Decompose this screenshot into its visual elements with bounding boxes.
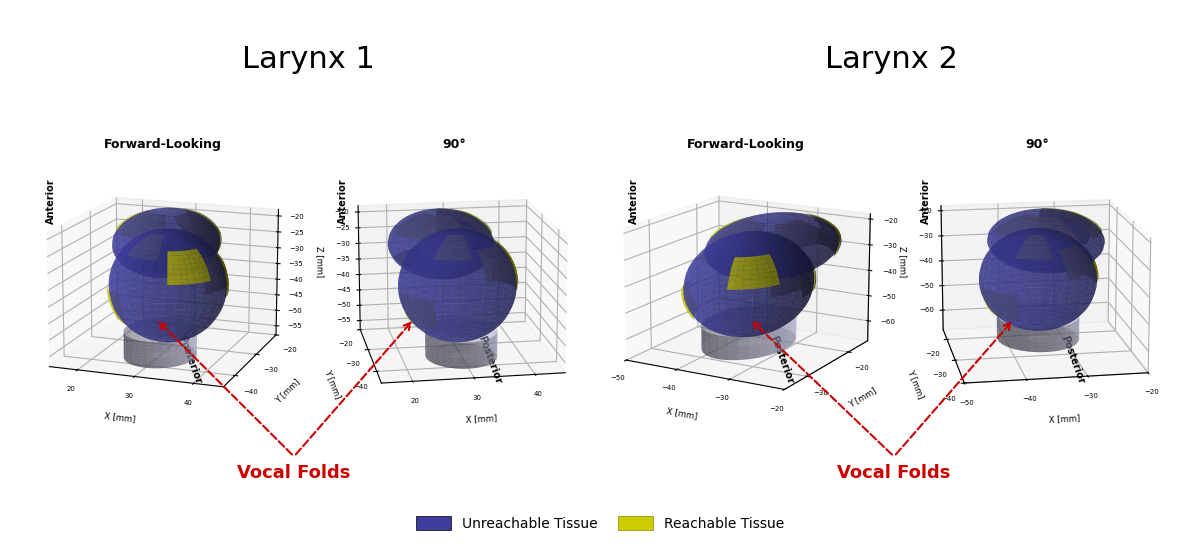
Title: 90°: 90° — [1025, 138, 1049, 151]
Legend: Unreachable Tissue, Reachable Tissue: Unreachable Tissue, Reachable Tissue — [409, 509, 791, 537]
Title: Forward-Looking: Forward-Looking — [686, 138, 805, 151]
Y-axis label: Y [mm]: Y [mm] — [847, 386, 877, 409]
Text: Anterior: Anterior — [47, 178, 56, 224]
Text: Vocal Folds: Vocal Folds — [838, 464, 950, 482]
Text: Larynx 2: Larynx 2 — [826, 45, 958, 74]
Y-axis label: Y [mm]: Y [mm] — [274, 377, 301, 405]
Text: Larynx 1: Larynx 1 — [242, 45, 374, 74]
Text: Vocal Folds: Vocal Folds — [238, 464, 350, 482]
Title: 90°: 90° — [443, 138, 466, 151]
Text: Anterior: Anterior — [920, 178, 931, 224]
X-axis label: X [mm]: X [mm] — [666, 406, 698, 421]
X-axis label: X [mm]: X [mm] — [466, 414, 498, 425]
X-axis label: X [mm]: X [mm] — [104, 411, 137, 424]
Text: Posterior: Posterior — [768, 334, 794, 385]
Text: Anterior: Anterior — [337, 178, 348, 224]
Text: Anterior: Anterior — [629, 178, 640, 224]
X-axis label: X [mm]: X [mm] — [1049, 414, 1080, 425]
Y-axis label: Y [mm]: Y [mm] — [323, 368, 343, 400]
Text: Posterior: Posterior — [1060, 334, 1086, 385]
Text: Posterior: Posterior — [176, 334, 203, 385]
Text: Posterior: Posterior — [476, 334, 503, 385]
Title: Forward-Looking: Forward-Looking — [104, 138, 222, 151]
Y-axis label: Y [mm]: Y [mm] — [906, 368, 926, 400]
